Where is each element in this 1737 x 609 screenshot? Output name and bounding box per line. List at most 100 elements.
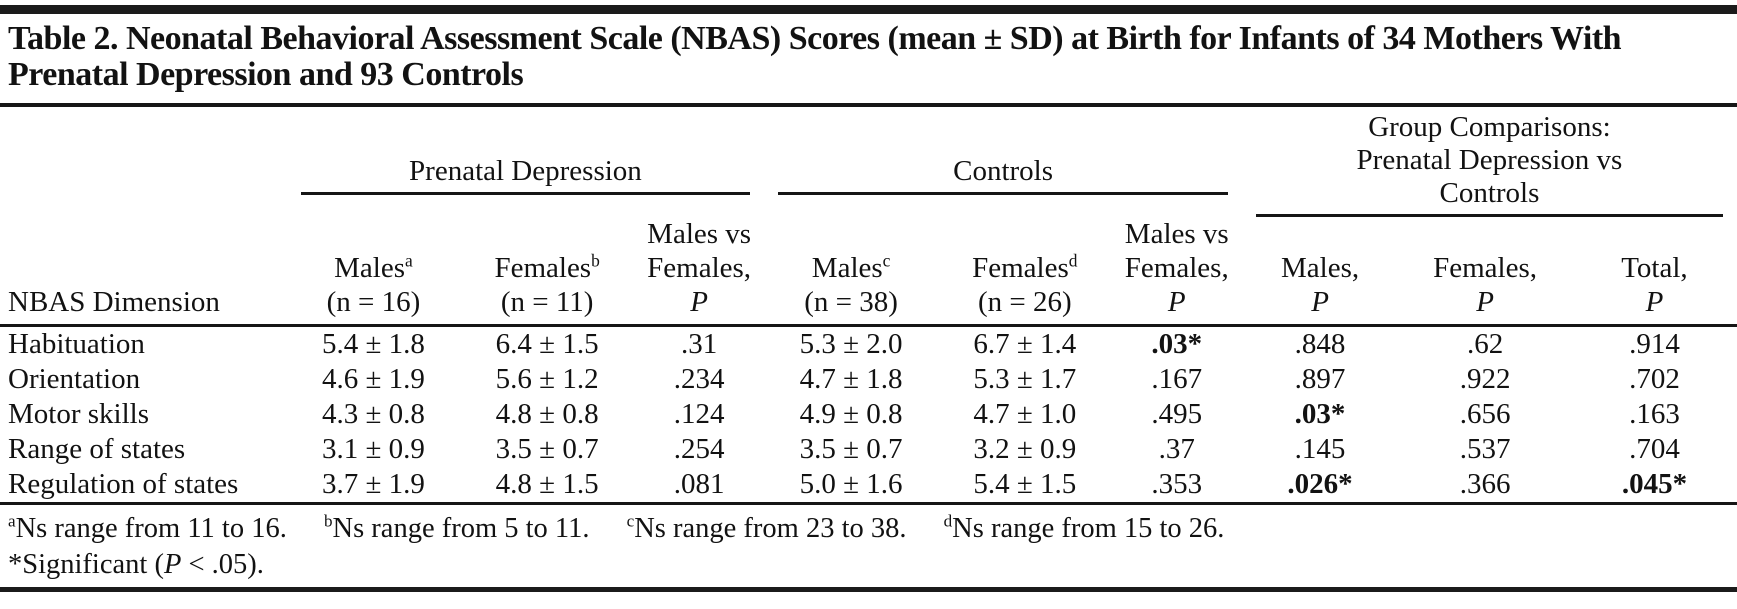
spanner-group-comparisons: Group Comparisons: Prenatal Depression v… [1242,111,1737,217]
cell: .045* [1621,468,1688,501]
cell: 3.5 ± 0.7 [495,433,599,466]
cell: 4.7 ± 1.8 [799,363,903,396]
cell: 3.2 ± 0.9 [973,433,1077,466]
col-header-males-vs-females-prenatal: Males vs Females, P [633,216,765,328]
col-header-males-prenatal: Malesa (n = 16) [286,216,461,328]
top-rule [0,5,1737,14]
cell: 5.6 ± 1.2 [495,363,599,396]
col-header-females-controls: Femalesd (n = 26) [937,216,1112,328]
spanner-prenatal-depression: Prenatal Depression [287,111,765,217]
col-header-females-p: Females, P [1398,216,1572,328]
cell: 3.1 ± 0.9 [321,433,425,466]
cell: .922 [1459,363,1511,396]
footnote-b: bNs range from 5 to 11. [323,511,590,545]
cell: .656 [1459,398,1511,431]
nbas-table: Prenatal Depression Controls Group Compa… [0,111,1737,506]
cell: 4.6 ± 1.9 [321,363,425,396]
col-header-nbas-dimension: NBAS Dimension [0,216,287,328]
col-header-n: (n = 26) [977,286,1072,319]
cell: 4.3 ± 0.8 [321,398,425,431]
cell: .702 [1629,363,1680,396]
table-row-habituation: Habituation 5.4 ± 1.8 6.4 ± 1.5 .31 5.3 … [0,326,1737,363]
table-row-regulation-of-states: Regulation of states 3.7 ± 1.9 4.8 ± 1.5… [0,467,1737,504]
footnote-marker-d: d [1068,250,1078,271]
footnote-d: dNs range from 15 to 26. [943,511,1225,545]
cell: .62 [1466,328,1504,361]
spanner-prenatal-depression-label: Prenatal Depression [300,155,751,195]
cell: 4.9 ± 0.8 [799,398,903,431]
col-header-males-vs-females-controls: Males vs Females, P [1111,216,1242,328]
spanner-stub-spacer [0,111,287,217]
col-header-males-p: Males, P [1241,216,1399,328]
row-label: Orientation [8,363,141,396]
cell: 5.3 ± 1.7 [973,363,1077,396]
col-header-total-p: Total, P [1571,216,1737,328]
p-symbol: P [1645,286,1664,319]
cell: .848 [1294,328,1346,361]
table-row-range-of-states: Range of states 3.1 ± 0.9 3.5 ± 0.7 .254… [0,432,1737,467]
footnote-a: aNs range from 11 to 16. [8,511,287,545]
footnote-marker-c: c [882,250,891,271]
journal-table-figure: Table 2. Neonatal Behavioral Assessment … [0,5,1737,609]
footnote-line-n-ranges: aNs range from 11 to 16. bNs range from … [8,511,1729,547]
cell: .124 [673,398,725,431]
footnote-c: cNs range from 23 to 38. [626,511,907,545]
cell: .495 [1151,398,1203,431]
cell: 5.4 ± 1.5 [973,468,1077,501]
cell: .163 [1629,398,1680,431]
spanner-controls-label: Controls [778,155,1228,195]
cell: .914 [1629,328,1680,361]
cell: 3.7 ± 1.9 [321,468,425,501]
spanner-group-comparisons-label: Group Comparisons: Prenatal Depression v… [1356,110,1623,210]
cell: .37 [1158,433,1195,466]
cell: .366 [1459,468,1511,501]
footnote-marker-b: b [591,250,600,271]
cell: .31 [680,328,718,361]
cell: .145 [1294,433,1346,466]
cell: 4.7 ± 1.0 [973,398,1077,431]
col-header-n: (n = 16) [326,286,421,319]
p-symbol: P [1476,286,1494,319]
col-header-n: (n = 38) [804,286,898,319]
cell: .254 [673,433,725,466]
col-header-males-controls: Malesc (n = 38) [764,216,938,328]
cell: 3.5 ± 0.7 [799,433,903,466]
p-symbol: P [163,549,182,581]
p-symbol: P [1167,286,1186,319]
bottom-rule [0,586,1737,592]
p-symbol: P [1311,286,1329,319]
table-row-orientation: Orientation 4.6 ± 1.9 5.6 ± 1.2 .234 4.7… [0,362,1737,397]
cell: .234 [673,363,725,396]
cell: .897 [1294,363,1346,396]
cell: .537 [1459,433,1511,466]
cell: .704 [1629,433,1680,466]
cell: .03* [1294,398,1346,431]
col-header-females-prenatal: Femalesb (n = 11) [460,216,634,328]
table-title: Table 2. Neonatal Behavioral Assessment … [8,20,1622,94]
row-label: Regulation of states [8,468,239,501]
row-label: Range of states [8,433,186,466]
row-label: Motor skills [8,398,149,431]
cell: 5.3 ± 2.0 [799,328,903,361]
spanner-controls: Controls [764,111,1242,217]
cell: 6.7 ± 1.4 [973,328,1077,361]
cell: .026* [1287,468,1353,501]
column-header-row: NBAS Dimension Malesa (n = 16) Femalesb (n… [0,216,1737,328]
footnote-significance: *Significant (P < .05). [8,549,264,581]
spanner-row: Prenatal Depression Controls Group Compa… [0,111,1737,217]
cell: 4.8 ± 0.8 [495,398,599,431]
title-rule [0,102,1737,107]
p-symbol: P [690,286,708,319]
footnote-marker-a: a [405,250,413,271]
cell: 6.4 ± 1.5 [495,328,599,361]
col-header-n: (n = 11) [500,286,594,319]
cell: 5.4 ± 1.8 [321,328,425,361]
cell: .167 [1151,363,1203,396]
footnotes: aNs range from 11 to 16. bNs range from … [0,505,1737,582]
table-row-motor-skills: Motor skills 4.3 ± 0.8 4.8 ± 0.8 .124 4.… [0,397,1737,432]
cell: 5.0 ± 1.6 [799,468,903,501]
cell: .081 [673,468,725,501]
cell: 4.8 ± 1.5 [495,468,599,501]
cell: .03* [1151,328,1203,361]
row-label: Habituation [8,328,145,361]
